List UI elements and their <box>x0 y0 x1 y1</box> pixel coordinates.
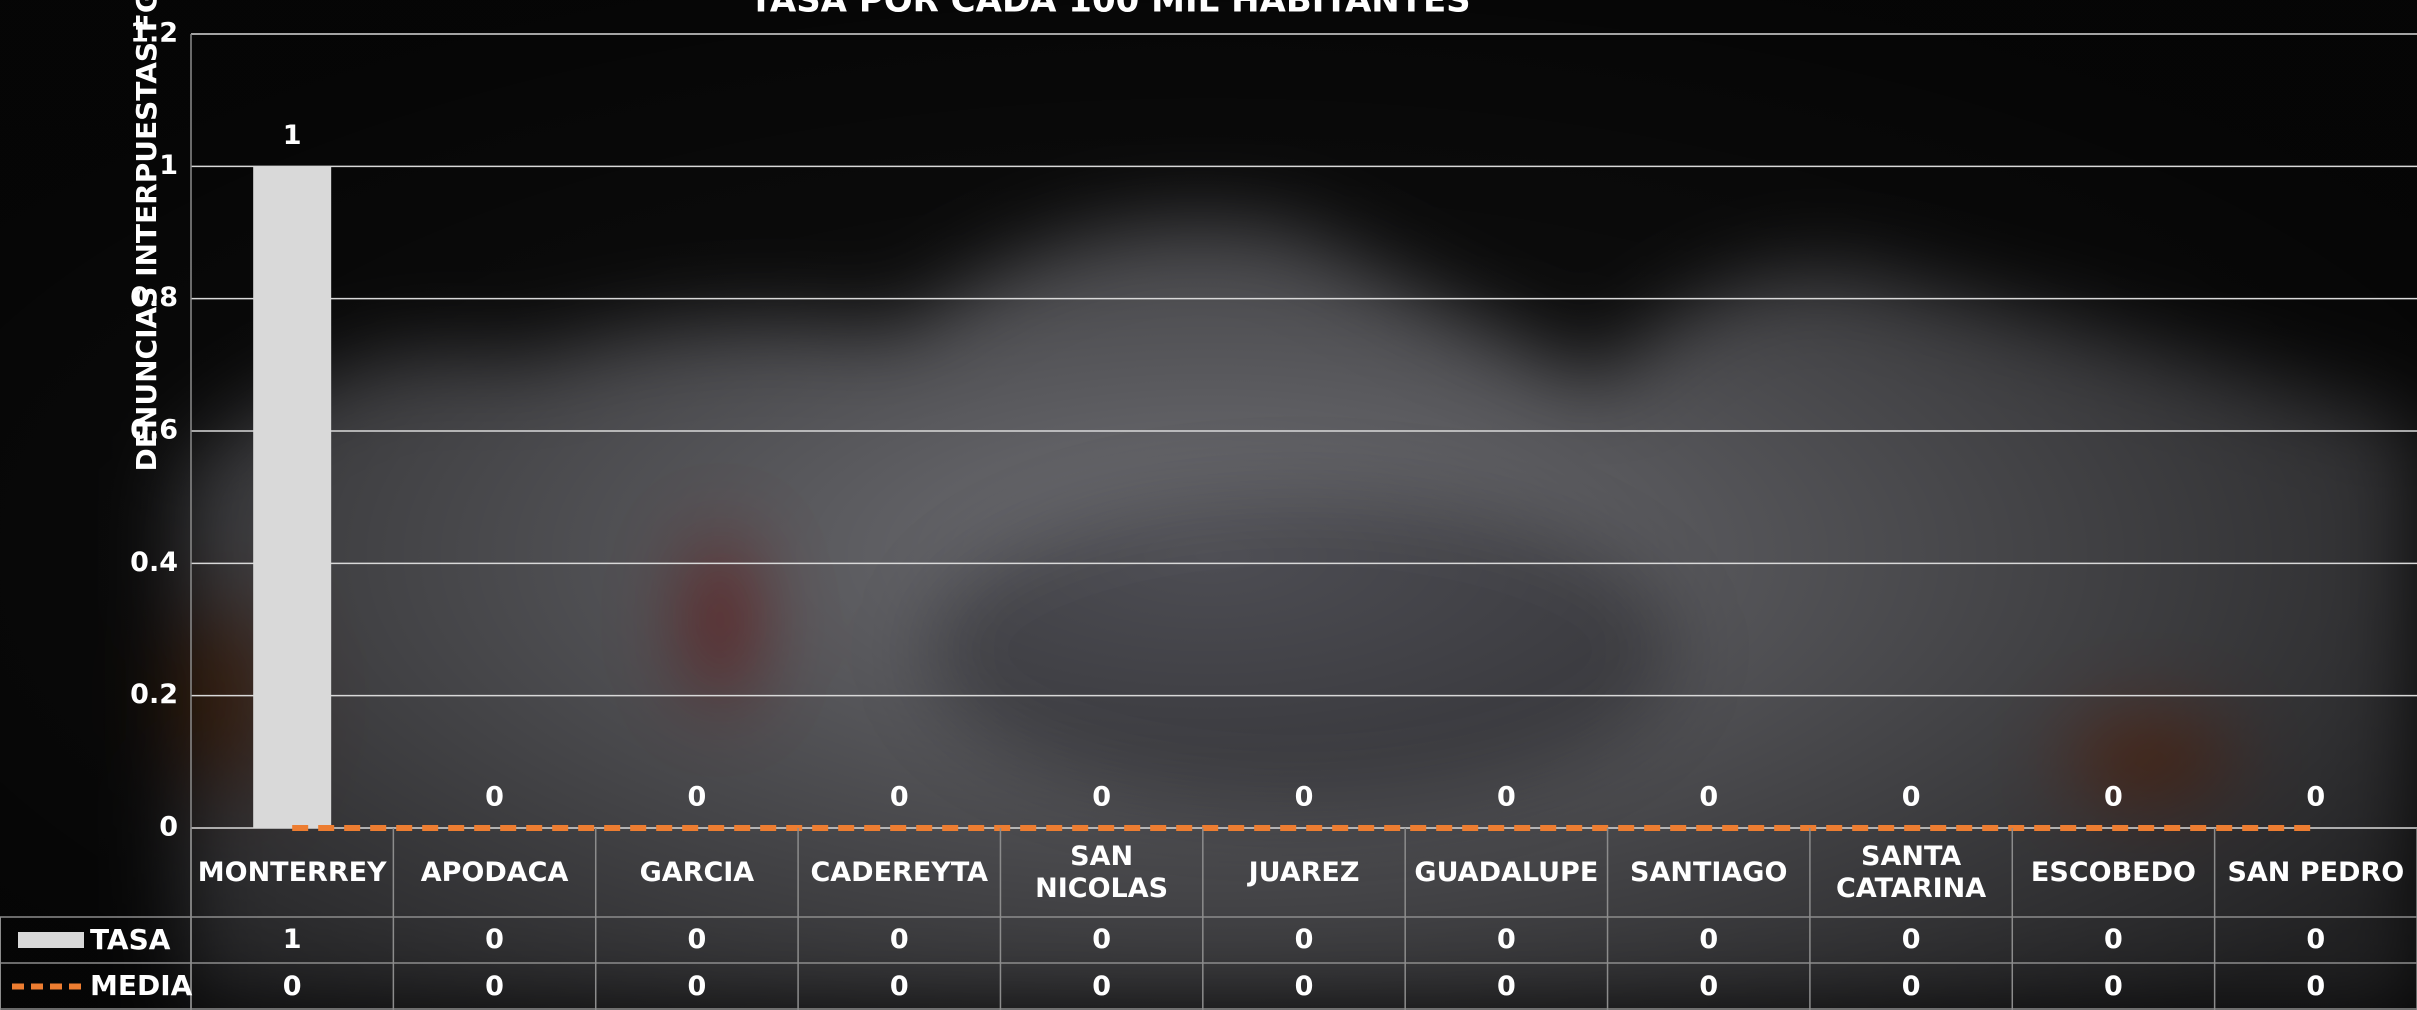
x-tick-label: SAN NICOLAS <box>1035 841 1169 904</box>
x-tick-label: SAN PEDRO <box>2227 856 2405 888</box>
y-tick-label: 1.2 <box>130 18 178 49</box>
table-value: 0 <box>1092 970 1112 1002</box>
table-value: 0 <box>2104 970 2123 1002</box>
table-value: 0 <box>889 924 909 956</box>
y-tick-label: 1 <box>159 150 178 181</box>
y-tick-label: 0.2 <box>130 679 178 710</box>
legend-entry: TASA <box>90 922 171 956</box>
x-tick-label: ESCOBEDO <box>2030 856 2196 888</box>
table-value: 0 <box>1092 924 1112 956</box>
x-tick-label: GUADALUPE <box>1414 856 1599 888</box>
table-value: 0 <box>2104 924 2123 956</box>
x-tick-label: GARCIA <box>639 856 755 888</box>
data-label: 0 <box>1295 782 1314 813</box>
table-value: 0 <box>1901 924 1921 956</box>
data-label: 1 <box>283 120 302 151</box>
x-tick-label: APODACA <box>420 856 569 888</box>
chart-title: TASA POR CADA 100 MIL HABITANTES <box>749 0 1470 21</box>
table-value: 0 <box>1294 924 1314 956</box>
x-tick-label: CADEREYTA <box>810 856 989 888</box>
y-tick-label: 0 <box>159 812 178 843</box>
table-value: 0 <box>1496 970 1516 1002</box>
legend-entry: MEDIA <box>90 969 193 1003</box>
data-label: 0 <box>1902 782 1921 813</box>
legend-key <box>18 932 84 948</box>
table-value: 0 <box>485 924 504 956</box>
data-label: 0 <box>2104 782 2123 813</box>
table-value: 0 <box>485 970 504 1002</box>
table-value: 0 <box>1901 970 1921 1002</box>
y-tick-label: 0.4 <box>130 547 178 578</box>
table-value: 0 <box>282 970 302 1002</box>
data-label: 0 <box>1699 782 1718 813</box>
data-label: 0 <box>890 782 909 813</box>
data-label: 0 <box>485 782 504 813</box>
table-value: 0 <box>1496 924 1516 956</box>
bar <box>253 166 332 829</box>
table-value: 0 <box>2306 924 2326 956</box>
y-tick-label: 0.6 <box>130 415 178 446</box>
data-label: 0 <box>2306 782 2325 813</box>
data-label: 0 <box>1092 782 1111 813</box>
table-value: 0 <box>1699 924 1719 956</box>
data-label: 0 <box>1497 782 1516 813</box>
data-label: 0 <box>688 782 707 813</box>
y-tick-label: 0.8 <box>130 282 178 313</box>
table-value: 0 <box>687 924 707 956</box>
x-tick-label: MONTERREY <box>197 856 387 888</box>
x-tick-label: SANTIAGO <box>1630 856 1788 888</box>
table-value: 1 <box>282 924 302 956</box>
table-value: 0 <box>889 970 909 1002</box>
x-tick-label: JUAREZ <box>1248 856 1360 888</box>
x-tick-label: SANTA CATARINA <box>1836 841 1987 904</box>
table-value: 0 <box>687 970 707 1002</box>
table-value: 0 <box>1699 970 1719 1002</box>
table-value: 0 <box>2306 970 2326 1002</box>
table-value: 0 <box>1294 970 1314 1002</box>
y-axis-label: DENUNCIAS INTERPUESTAS FGJE <box>130 0 163 471</box>
